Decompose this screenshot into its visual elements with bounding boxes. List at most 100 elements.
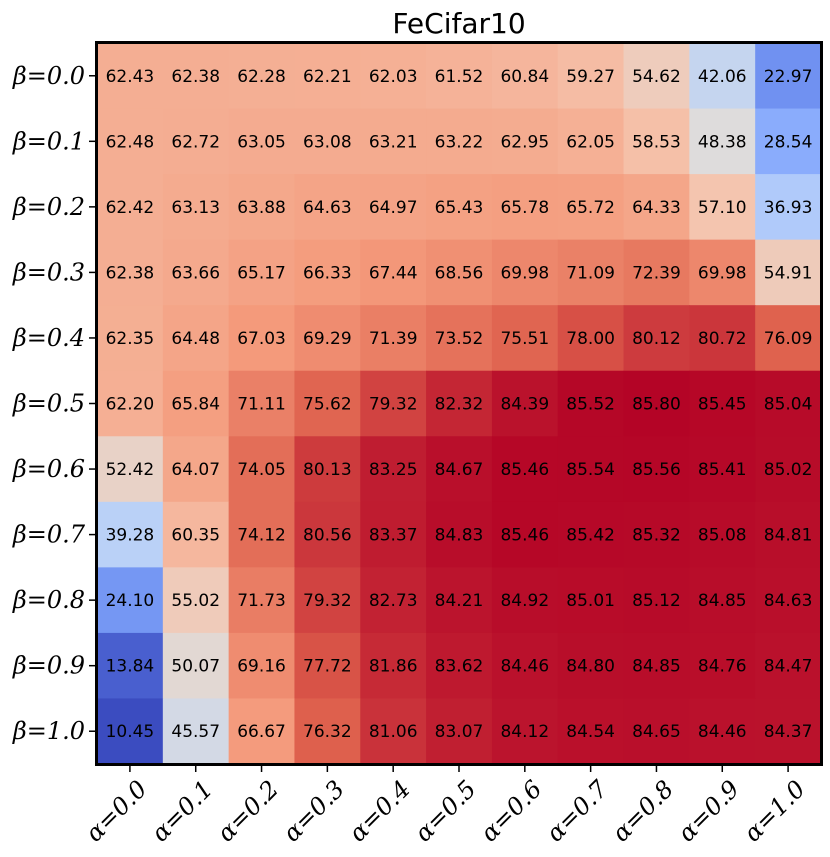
heatmap-cell: [97, 370, 164, 437]
heatmap-cell: [755, 174, 822, 241]
heatmap-cell: [623, 501, 690, 568]
heatmap-cell: [557, 174, 625, 241]
heatmap-cell: [491, 436, 559, 503]
heatmap-cell: [426, 698, 493, 765]
heatmap-cell: [360, 501, 427, 568]
heatmap-cell: [228, 305, 296, 372]
heatmap-cell: [623, 567, 690, 634]
cell-value-label: 13.84: [106, 657, 155, 677]
x-tick-label: α=0.0: [80, 775, 152, 847]
y-tick-label: β=0.6: [12, 455, 85, 483]
heatmap-cell: [491, 501, 559, 568]
heatmap-cell: [162, 698, 230, 765]
heatmap-cell: [294, 436, 361, 503]
heatmap-cell: [294, 567, 361, 634]
cell-value-label: 69.16: [237, 657, 286, 677]
heatmap-cell: [426, 43, 493, 110]
cell-value-label: 71.39: [369, 329, 418, 349]
heatmap-cell-labels: 62.43 62.38 62.28 62.21 62.03 61.52 60.84 59.27…: [106, 67, 813, 742]
cell-value-label: 10.45: [106, 722, 155, 742]
heatmap-cell: [689, 436, 756, 503]
heatmap-cell: [491, 239, 559, 306]
cell-value-label: 63.21: [369, 132, 418, 152]
heatmap-cell: [294, 43, 361, 110]
cell-value-label: 66.67: [237, 722, 286, 742]
y-tick-label: β=0.7: [12, 521, 86, 549]
x-tick-label: α=0.5: [409, 775, 481, 847]
heatmap-cell: [162, 501, 230, 568]
cell-value-label: 85.04: [764, 395, 813, 415]
heatmap-cell: [360, 370, 427, 437]
heatmap-cell: [228, 501, 296, 568]
heatmap-cell: [689, 567, 756, 634]
heatmap-cell: [228, 436, 296, 503]
heatmap-cell: [360, 632, 427, 700]
heatmap-cell: [97, 305, 164, 372]
x-tick-label: α=0.3: [278, 775, 350, 847]
heatmap-cell: [294, 108, 361, 175]
heatmap-cell: [491, 632, 559, 700]
heatmap-cell: [228, 174, 296, 241]
cell-value-label: 67.44: [369, 263, 418, 283]
cell-value-label: 84.54: [566, 722, 615, 742]
x-tick-label: α=0.2: [212, 775, 284, 847]
cell-value-label: 64.48: [171, 329, 220, 349]
heatmap-cell: [755, 305, 822, 372]
heatmap-cell: [557, 698, 625, 765]
plot-frame: [95, 41, 823, 766]
y-tick-label: β=0.1: [12, 127, 85, 155]
cell-value-label: 50.07: [171, 657, 220, 677]
cell-value-label: 84.85: [632, 657, 681, 677]
heatmap-cell: [491, 567, 559, 634]
heatmap-cell: [294, 501, 361, 568]
heatmap-cell: [360, 239, 427, 306]
cell-value-label: 65.84: [171, 395, 220, 415]
heatmap-cell: [426, 436, 493, 503]
x-tick-label: α=0.4: [343, 775, 415, 847]
cell-value-label: 36.93: [764, 198, 813, 218]
cell-value-label: 84.65: [632, 722, 681, 742]
cell-value-label: 83.62: [435, 657, 484, 677]
heatmap-cell: [360, 436, 427, 503]
cell-value-label: 76.09: [764, 329, 813, 349]
cell-value-label: 67.03: [237, 329, 286, 349]
y-tick-label: β=0.5: [12, 390, 85, 418]
heatmap-cell: [426, 174, 493, 241]
heatmap-cell: [162, 239, 230, 306]
heatmap-cell: [228, 632, 296, 700]
cell-value-label: 22.97: [764, 67, 813, 87]
heatmap-cell: [426, 632, 493, 700]
cell-value-label: 84.63: [764, 591, 813, 611]
cell-value-label: 84.12: [500, 722, 549, 742]
cell-value-label: 80.13: [303, 460, 352, 480]
cell-value-label: 62.05: [566, 132, 615, 152]
cell-value-label: 54.91: [764, 263, 813, 283]
heatmap-cell: [557, 305, 625, 372]
cell-value-label: 73.52: [435, 329, 484, 349]
heatmap-cell: [360, 567, 427, 634]
cell-value-label: 62.42: [106, 198, 155, 218]
x-axis: α=0.0α=0.1α=0.2α=0.3α=0.4α=0.5α=0.6α=0.7…: [80, 764, 811, 847]
heatmap-cells: [97, 43, 822, 765]
heatmap-cell: [557, 108, 625, 175]
heatmap-cell: [491, 370, 559, 437]
heatmap-cell: [294, 698, 361, 765]
heatmap-cell: [294, 239, 361, 306]
cell-value-label: 63.13: [171, 198, 220, 218]
cell-value-label: 54.62: [632, 67, 681, 87]
cell-value-label: 81.06: [369, 722, 418, 742]
cell-value-label: 64.97: [369, 198, 418, 218]
cell-value-label: 42.06: [698, 67, 747, 87]
cell-value-label: 85.02: [764, 460, 813, 480]
heatmap-cell: [755, 567, 822, 634]
y-tick-label: β=0.3: [12, 258, 85, 286]
cell-value-label: 84.85: [698, 591, 747, 611]
heatmap-cell: [162, 370, 230, 437]
cell-value-label: 75.51: [500, 329, 549, 349]
heatmap-cell: [623, 174, 690, 241]
heatmap-cell: [755, 43, 822, 110]
cell-value-label: 62.20: [106, 395, 155, 415]
x-tick-label: α=0.8: [607, 775, 679, 847]
heatmap-cell: [557, 436, 625, 503]
heatmap-cell: [755, 239, 822, 306]
